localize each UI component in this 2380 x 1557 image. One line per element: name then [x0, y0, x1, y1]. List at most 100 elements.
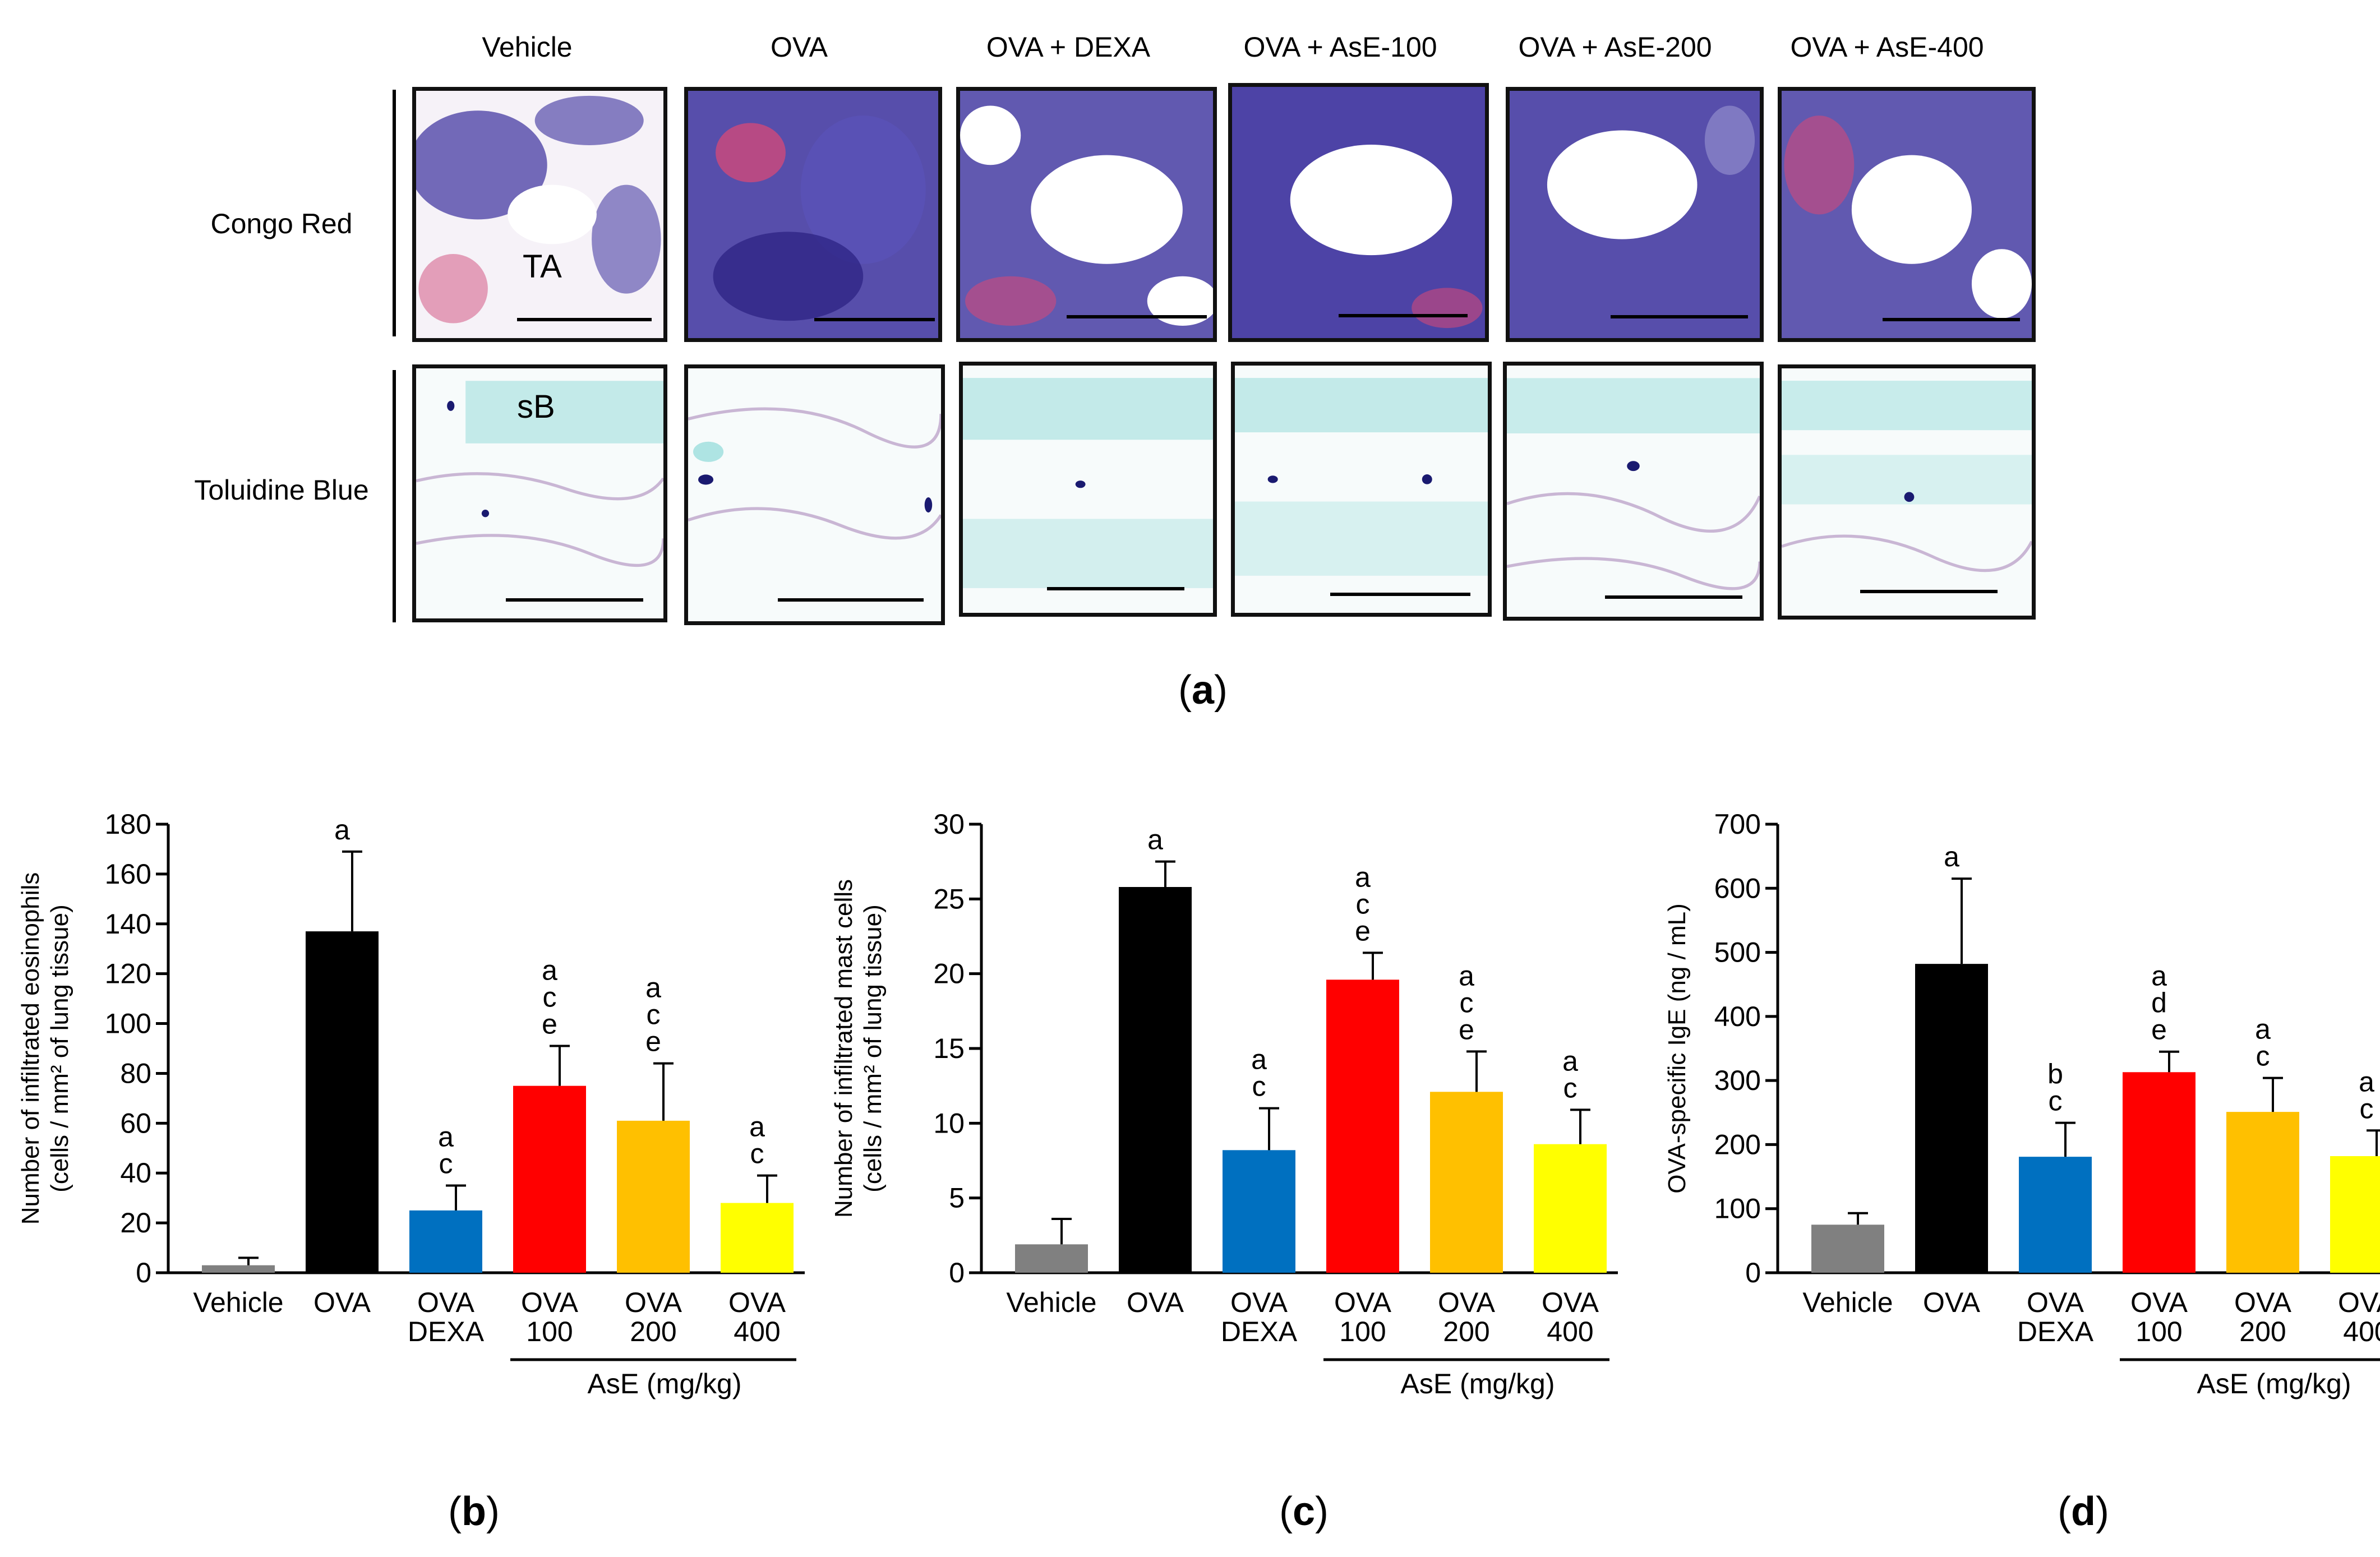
- x-tick-label: OVA: [2130, 1287, 2188, 1318]
- congo-red-panel-vehicle: TA: [412, 87, 667, 342]
- significance-letter: c: [2049, 1085, 2063, 1117]
- y-tick-label: 60: [120, 1107, 151, 1139]
- x-tick-label: 200: [1443, 1316, 1489, 1347]
- scale-bar: [1611, 315, 1748, 318]
- significance-letter: c: [647, 999, 661, 1031]
- bar: [409, 1210, 482, 1273]
- y-tick-label: 30: [933, 808, 965, 840]
- congo-red-panel-ova: [684, 87, 942, 342]
- column-header-ova-ase-200: OVA + AsE-200: [1518, 31, 1712, 63]
- y-tick-label: 500: [1714, 937, 1761, 968]
- column-header-ova-ase-400: OVA + AsE-400: [1790, 31, 1984, 63]
- scale-bar: [506, 598, 643, 602]
- congo-red-panel-ova-ase-100: [1228, 83, 1489, 342]
- y-tick-label: 160: [105, 858, 151, 890]
- y-tick-label: 10: [933, 1107, 965, 1139]
- significance-letter: a: [438, 1121, 454, 1152]
- significance-letter: c: [1356, 888, 1370, 920]
- y-tick-label: 180: [105, 808, 151, 840]
- x-tick-label: OVA: [521, 1287, 579, 1318]
- significance-letter: a: [1147, 824, 1163, 856]
- toluidine-blue-panel-vehicle: sB: [412, 364, 667, 622]
- x-tick-label: 200: [630, 1316, 676, 1347]
- column-header-ova-dexa: OVA + DEXA: [986, 31, 1151, 63]
- row-label-congo-red: Congo Red: [210, 208, 353, 239]
- x-tick-label: DEXA: [408, 1316, 485, 1347]
- y-tick-label: 400: [1714, 1001, 1761, 1032]
- significance-letter: a: [1251, 1044, 1267, 1075]
- x-tick-label: DEXA: [2017, 1316, 2094, 1347]
- y-tick-label: 200: [1714, 1129, 1761, 1160]
- congo-red-texture: [1782, 91, 2032, 338]
- significance-letter: a: [1562, 1045, 1578, 1076]
- y-tick-label: 700: [1714, 808, 1761, 840]
- y-tick-label: 40: [120, 1157, 151, 1189]
- y-tick-label: 300: [1714, 1065, 1761, 1096]
- y-tick-label: 0: [1745, 1257, 1761, 1288]
- toluidine-blue-texture: [1782, 368, 2032, 616]
- bar: [1015, 1244, 1088, 1273]
- congo-red-texture: [1232, 87, 1485, 338]
- significance-letter: c: [1460, 987, 1474, 1018]
- significance-letter: a: [542, 955, 557, 986]
- x-tick-label: 100: [1339, 1316, 1386, 1347]
- y-tick-label: 15: [933, 1033, 965, 1064]
- annotation-sb: sB: [517, 389, 555, 425]
- y-tick-label: 120: [105, 958, 151, 990]
- significance-letter: c: [543, 982, 557, 1013]
- x-tick-label: OVA: [2027, 1287, 2084, 1318]
- significance-letter: e: [2151, 1014, 2167, 1046]
- x-tick-label: OVA: [2338, 1287, 2380, 1318]
- y-axis-label: (cells / mm² of lung tissue): [46, 904, 73, 1192]
- x-tick-label: OVA: [1127, 1287, 1184, 1318]
- bar: [2226, 1112, 2299, 1273]
- column-header-vehicle: Vehicle: [482, 31, 573, 63]
- y-tick-label: 0: [949, 1257, 965, 1288]
- bar: [202, 1265, 275, 1273]
- significance-letter: d: [2151, 987, 2167, 1019]
- significance-letter: a: [749, 1111, 765, 1143]
- scale-bar: [517, 318, 652, 321]
- y-axis-label: Number of infiltrated eosinophils: [17, 872, 44, 1225]
- bar: [1326, 980, 1399, 1273]
- x-tick-label: OVA: [1542, 1287, 1599, 1318]
- y-tick-label: 80: [120, 1057, 151, 1089]
- column-header-ova-ase-100: OVA + AsE-100: [1243, 31, 1437, 63]
- significance-letter: c: [439, 1148, 453, 1179]
- y-tick-label: 0: [136, 1257, 151, 1288]
- scale-bar: [1339, 314, 1468, 317]
- bar: [1223, 1150, 1295, 1273]
- x-tick-label: OVA: [417, 1287, 475, 1318]
- significance-letter: a: [2359, 1066, 2374, 1097]
- significance-letter: e: [542, 1009, 557, 1040]
- y-axis-label: OVA-specific IgE (ng / mL): [1663, 903, 1691, 1194]
- significance-letter: a: [2151, 960, 2167, 992]
- annotation-ta: TA: [523, 248, 562, 285]
- x-tick-label: OVA: [2234, 1287, 2292, 1318]
- significance-letter: c: [1563, 1072, 1578, 1103]
- panel-label-d: (d): [2058, 1489, 2109, 1534]
- y-axis-label: (cells / mm² of lung tissue): [859, 904, 887, 1192]
- chart-eosinophils: 0 20 40 60 80 100 120 140 160 180 Number of infilt…: [17, 808, 805, 1399]
- toluidine-blue-texture: [1235, 366, 1488, 613]
- significance-letter: a: [1355, 861, 1371, 893]
- toluidine-blue-panel-ova-dexa: [959, 362, 1217, 617]
- bar: [1915, 964, 1988, 1273]
- bar: [721, 1203, 794, 1273]
- y-tick-label: 100: [1714, 1193, 1761, 1225]
- group-label: AsE (mg/kg): [587, 1368, 741, 1399]
- significance-letter: e: [645, 1026, 661, 1057]
- x-tick-label: OVA: [625, 1287, 682, 1318]
- bar: [1119, 887, 1192, 1273]
- significance-letter: c: [2256, 1041, 2270, 1072]
- x-tick-label: 400: [1547, 1316, 1593, 1347]
- congo-red-panel-ova-ase-400: [1778, 87, 2036, 342]
- x-tick-label: 100: [526, 1316, 573, 1347]
- x-tick-label: Vehicle: [1802, 1287, 1893, 1318]
- bar: [306, 931, 379, 1273]
- significance-letter: a: [645, 972, 661, 1004]
- y-tick-label: 20: [933, 958, 965, 990]
- significance-letter: c: [1252, 1071, 1266, 1102]
- bar: [1430, 1092, 1503, 1273]
- toluidine-blue-texture: [688, 368, 941, 621]
